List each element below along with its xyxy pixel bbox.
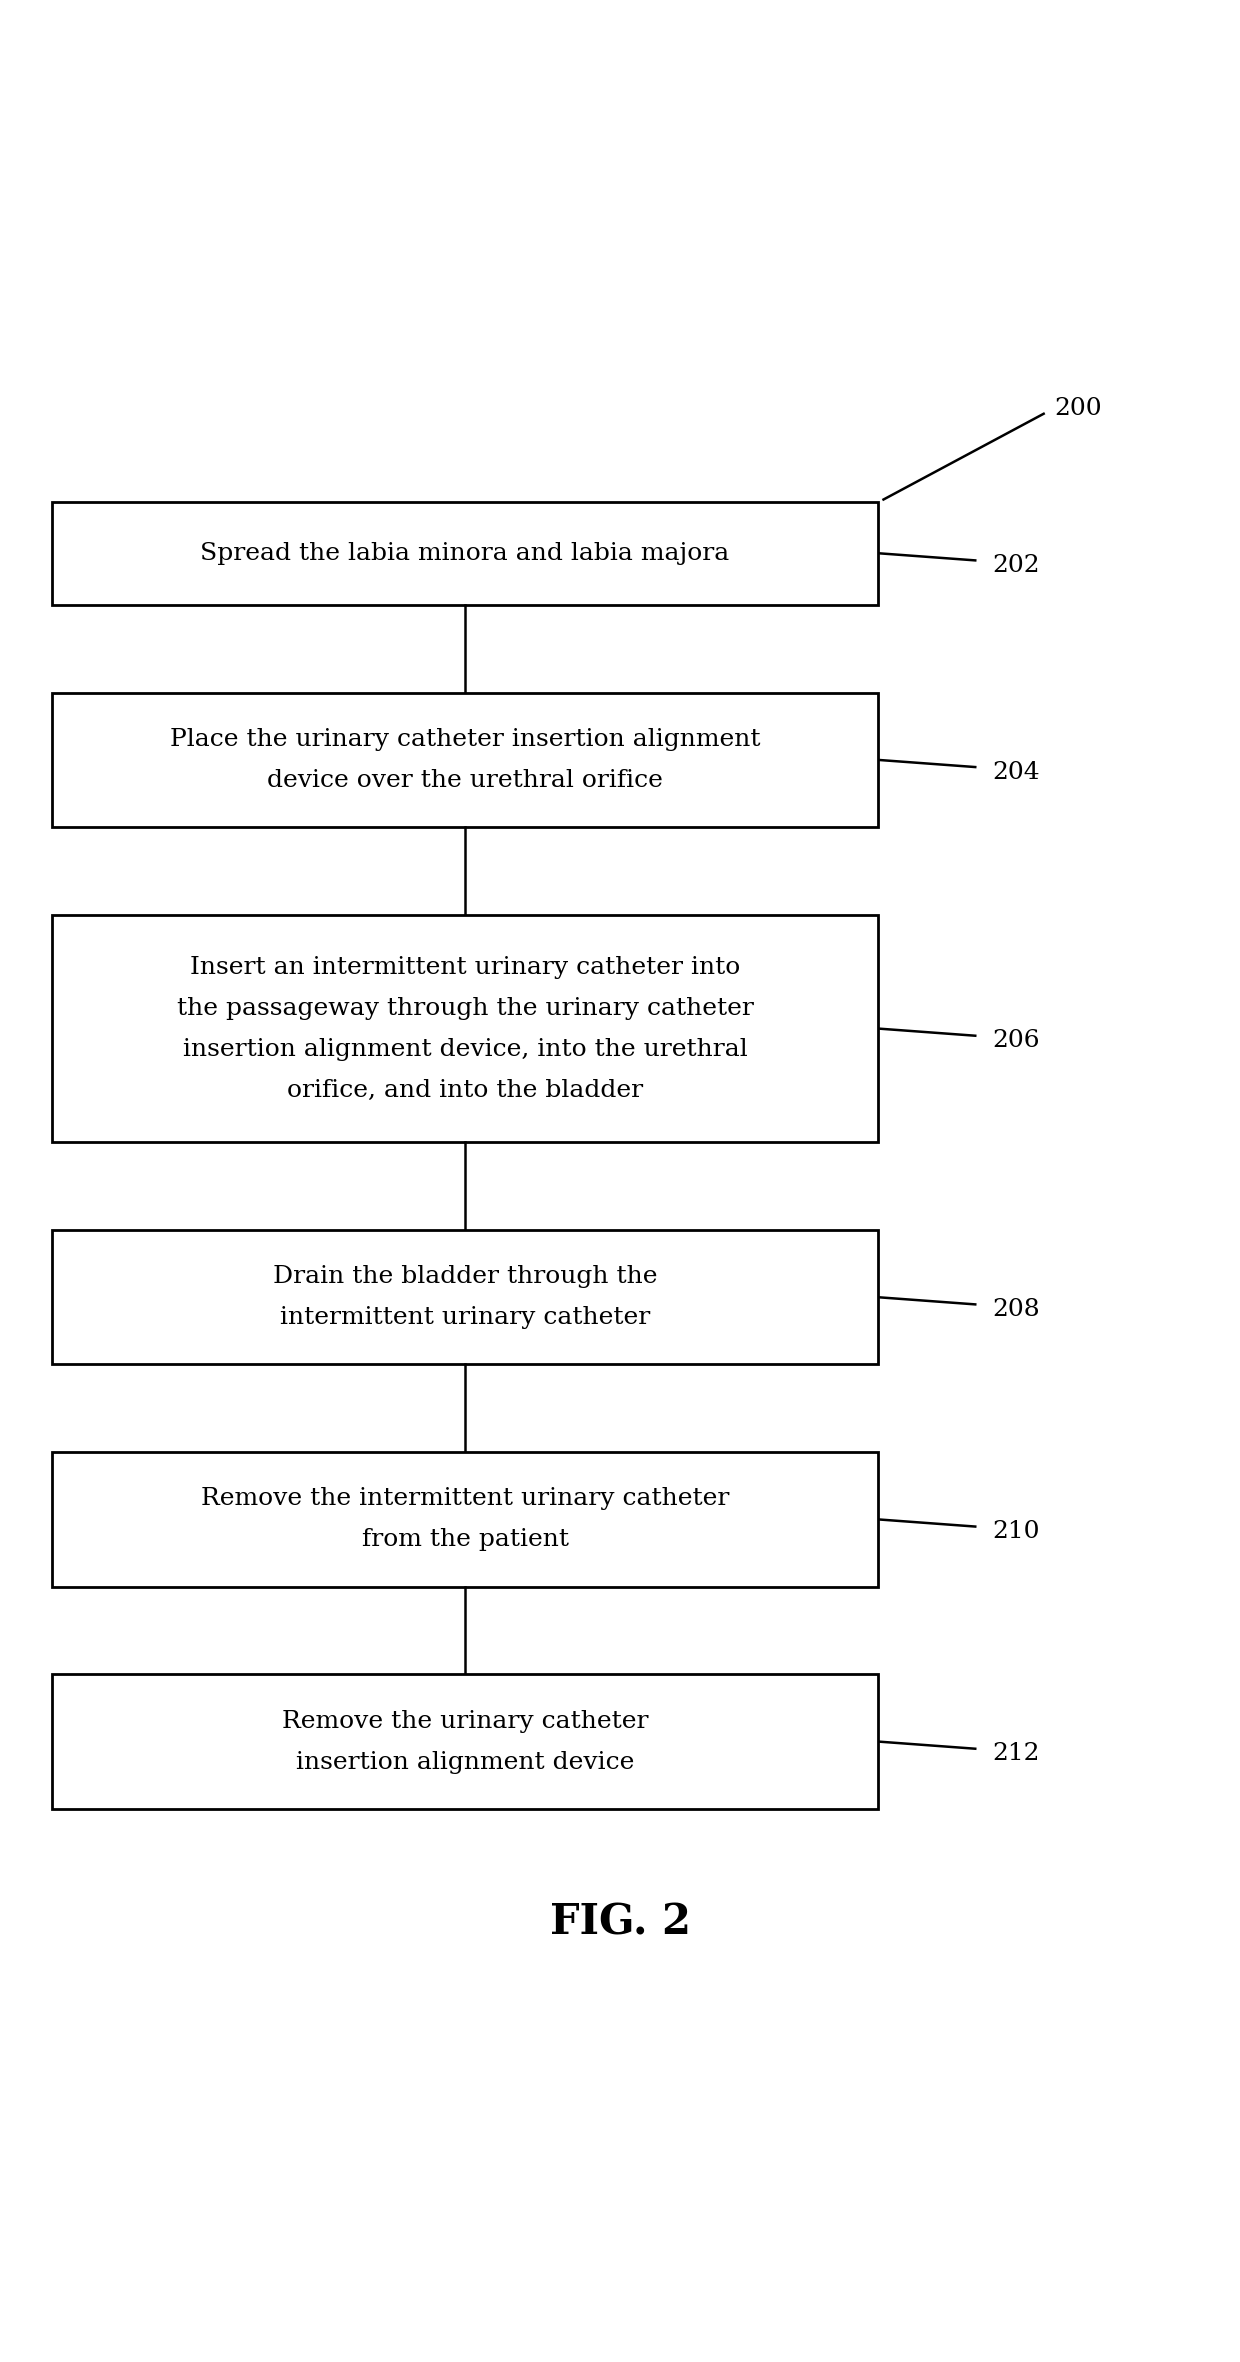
Bar	[52, 1231, 878, 1365]
Text: Spread the labia minora and labia majora: Spread the labia minora and labia majora	[201, 541, 729, 565]
Text: Remove the intermittent urinary catheter
from the patient: Remove the intermittent urinary catheter…	[201, 1488, 729, 1552]
Text: Remove the urinary catheter
insertion alignment device: Remove the urinary catheter insertion al…	[281, 1710, 649, 1774]
Text: 206: 206	[992, 1030, 1039, 1053]
Text: Insert an intermittent urinary catheter into
the passageway through the urinary : Insert an intermittent urinary catheter …	[176, 957, 754, 1101]
Text: 202: 202	[992, 555, 1039, 576]
Bar	[52, 914, 878, 1143]
Bar	[52, 692, 878, 827]
Text: Drain the bladder through the
intermittent urinary catheter: Drain the bladder through the intermitte…	[273, 1266, 657, 1330]
Bar	[52, 501, 878, 605]
Bar	[52, 1675, 878, 1809]
Bar	[52, 1453, 878, 1587]
Text: 208: 208	[992, 1299, 1039, 1320]
Text: FIG. 2: FIG. 2	[549, 1901, 691, 1944]
Text: 200: 200	[1054, 397, 1101, 420]
Text: 204: 204	[992, 761, 1039, 784]
Text: 212: 212	[992, 1743, 1039, 1764]
Text: Place the urinary catheter insertion alignment
device over the urethral orifice: Place the urinary catheter insertion ali…	[170, 727, 760, 791]
Text: 210: 210	[992, 1521, 1039, 1542]
